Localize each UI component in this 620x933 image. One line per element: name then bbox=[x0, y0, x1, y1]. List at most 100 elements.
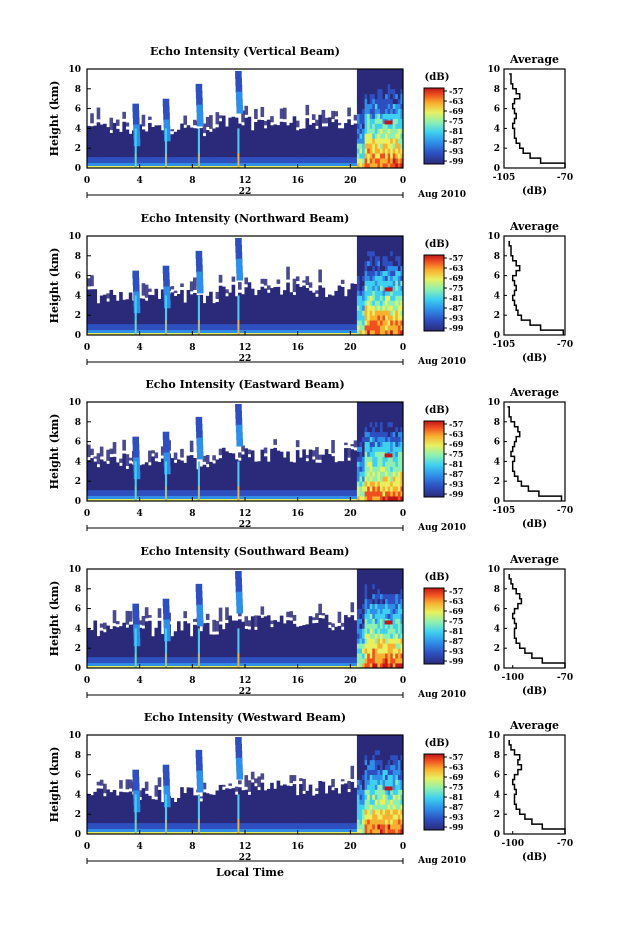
heatmap-cell bbox=[400, 285, 404, 291]
heatmap-cell bbox=[202, 623, 207, 668]
heatmap-cell bbox=[372, 113, 376, 119]
heatmap-cell bbox=[374, 784, 378, 790]
heatmap-cell bbox=[165, 819, 167, 834]
heatmap-cell bbox=[305, 104, 310, 116]
heatmap-cell bbox=[385, 143, 389, 149]
heatmap-cell bbox=[387, 108, 391, 114]
heatmap-cell bbox=[321, 613, 326, 616]
heatmap-cell bbox=[148, 795, 152, 834]
heatmap-cell bbox=[377, 819, 381, 825]
heatmap-cell bbox=[374, 265, 378, 272]
heatmap-cell bbox=[387, 819, 391, 825]
heatmap-cell bbox=[390, 143, 394, 149]
heatmap-cell bbox=[377, 658, 381, 664]
average-title: Average bbox=[509, 220, 559, 233]
heatmap-cell bbox=[209, 115, 213, 129]
heatmap-cell bbox=[254, 615, 258, 627]
heatmap-cell bbox=[263, 447, 268, 454]
heatmap-cell bbox=[289, 775, 294, 784]
heatmap-cell bbox=[235, 258, 243, 267]
heatmap-cell bbox=[367, 754, 371, 761]
heatmap-cell bbox=[356, 83, 360, 90]
heatmap-cell bbox=[299, 286, 303, 335]
heatmap-cell bbox=[387, 280, 391, 286]
average-y-tick-label: 10 bbox=[487, 65, 500, 75]
heatmap-cell bbox=[377, 809, 381, 815]
heatmap-cell bbox=[315, 793, 319, 834]
heatmap-cell bbox=[93, 456, 98, 459]
heatmap-cell bbox=[364, 588, 368, 595]
day-label: 22 bbox=[239, 687, 252, 697]
colorbar-tick-label: -93 bbox=[449, 146, 464, 156]
colorbar-tick-label: -87 bbox=[449, 303, 463, 313]
heatmap-cell bbox=[395, 804, 399, 810]
heatmap-cell bbox=[119, 292, 123, 335]
average-line bbox=[509, 73, 566, 168]
heatmap-cell bbox=[390, 578, 394, 585]
heatmap-cell bbox=[369, 320, 373, 326]
average-y-tick-label: 4 bbox=[494, 457, 500, 467]
heatmap-cell bbox=[359, 103, 363, 109]
heatmap-cell bbox=[377, 593, 381, 600]
heatmap-cell bbox=[164, 133, 171, 142]
heatmap-cell bbox=[334, 119, 339, 168]
heatmap-cell bbox=[372, 744, 376, 751]
heatmap-cell bbox=[359, 569, 363, 575]
heatmap-cell bbox=[364, 648, 368, 654]
heatmap-cell bbox=[379, 623, 383, 629]
heatmap-cell bbox=[387, 804, 391, 810]
heatmap-cell bbox=[392, 275, 396, 281]
heatmap-cell bbox=[390, 663, 394, 669]
heatmap-cell bbox=[382, 118, 386, 124]
heatmap-cell bbox=[359, 744, 363, 751]
heatmap-cell bbox=[400, 819, 404, 825]
heatmap-cell bbox=[257, 289, 261, 335]
heatmap-cell bbox=[390, 250, 394, 257]
heatmap-cell bbox=[260, 782, 265, 834]
heatmap-cell bbox=[347, 289, 351, 335]
colorbar-tick-label: -57 bbox=[449, 419, 463, 429]
heatmap-cell bbox=[356, 754, 360, 761]
heatmap-cell bbox=[387, 431, 391, 438]
heatmap-cell bbox=[364, 153, 368, 159]
heatmap-cell bbox=[138, 298, 143, 335]
heatmap-cell bbox=[374, 290, 378, 296]
heatmap-cell bbox=[131, 464, 136, 501]
heatmap-cell bbox=[315, 290, 319, 294]
heatmap-cell bbox=[362, 476, 365, 482]
heatmap-cell bbox=[356, 260, 360, 267]
heatmap-cell bbox=[374, 240, 378, 247]
heatmap-cell bbox=[372, 325, 376, 331]
heatmap-cell bbox=[196, 770, 203, 779]
heatmap-cell bbox=[384, 786, 393, 791]
heatmap-cell bbox=[189, 281, 194, 292]
heatmap-cell bbox=[141, 129, 146, 168]
heatmap-cell bbox=[374, 643, 378, 649]
heatmap-cell bbox=[369, 158, 373, 164]
x-tick-label: 16 bbox=[291, 676, 304, 686]
heatmap-cell bbox=[377, 466, 381, 472]
panel-title: Echo Intensity (Westward Beam) bbox=[144, 711, 346, 724]
heatmap-cell bbox=[364, 446, 368, 452]
average-y-tick-label: 10 bbox=[487, 232, 500, 242]
y-tick-label: 6 bbox=[75, 105, 81, 115]
y-tick-label: 6 bbox=[75, 605, 81, 615]
heatmap-cell bbox=[392, 658, 396, 664]
heatmap-cell bbox=[400, 426, 404, 433]
heatmap-cell bbox=[379, 466, 383, 472]
heatmap-cell bbox=[359, 275, 363, 281]
heatmap-cell bbox=[374, 153, 378, 159]
heatmap-cell bbox=[359, 633, 363, 639]
heatmap-cell bbox=[382, 759, 386, 766]
heatmap-cell bbox=[369, 628, 373, 634]
heatmap-cell bbox=[132, 110, 140, 119]
heatmap-cell bbox=[356, 608, 360, 614]
heatmap-cell bbox=[87, 490, 357, 501]
x-tick-label: 0 bbox=[400, 676, 406, 686]
heatmap-cell bbox=[392, 123, 396, 129]
heatmap-cell bbox=[364, 573, 368, 580]
heatmap-cell bbox=[180, 448, 184, 458]
heatmap-cell bbox=[397, 270, 401, 276]
heatmap-cell bbox=[392, 118, 396, 124]
heatmap-cell bbox=[369, 143, 373, 149]
